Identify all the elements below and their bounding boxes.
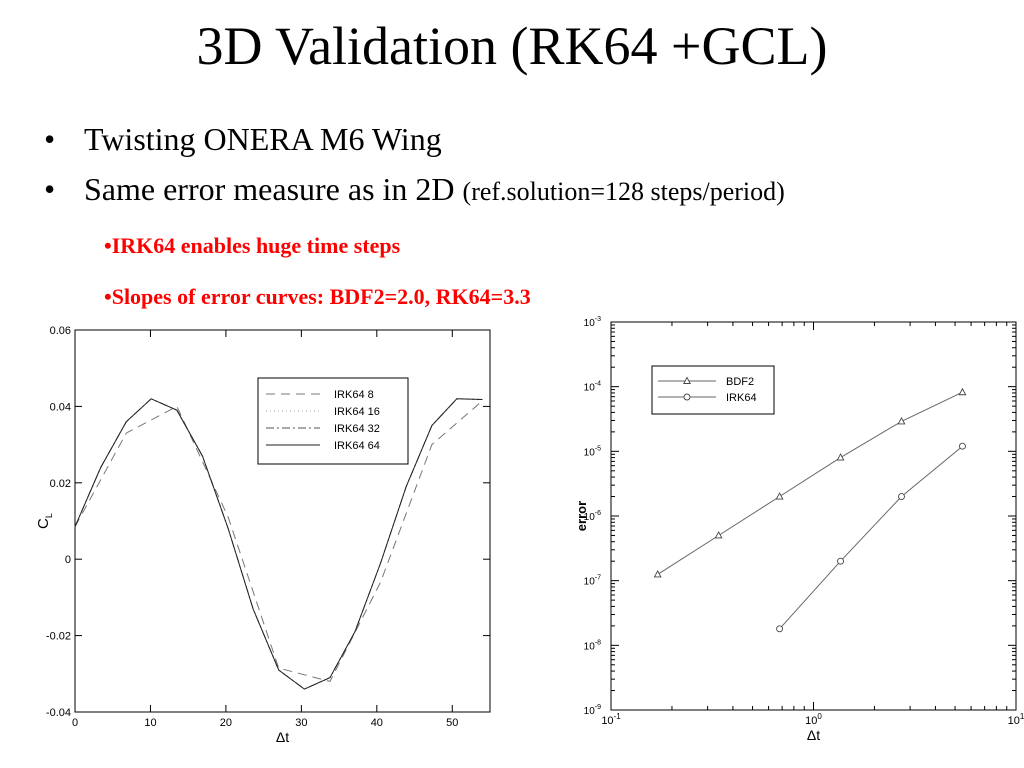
error-convergence-chart: 10-1 100 10110-910-810-710-610-510-410-3Δt… xyxy=(566,310,1024,746)
x-tick-label: 20 xyxy=(220,717,232,729)
bullet-1-text: Twisting ONERA M6 Wing xyxy=(84,121,442,157)
x-tick-label: 100 xyxy=(805,712,822,727)
legend-label: IRK64 xyxy=(726,392,757,404)
data-point xyxy=(898,418,904,424)
legend-box xyxy=(652,366,774,414)
x-tick-label: 10 xyxy=(144,717,156,729)
y-tick-label: 0.06 xyxy=(50,325,71,337)
y-axis-label: CL xyxy=(35,513,54,529)
y-tick-label: 10-4 xyxy=(584,381,601,394)
x-tick-label: 30 xyxy=(295,717,307,729)
x-axis-label: Δt xyxy=(276,729,289,745)
subbullet-1: •IRK64 enables huge time steps xyxy=(104,233,400,259)
y-tick-label: 10-9 xyxy=(584,704,601,717)
series-line xyxy=(780,446,963,629)
legend-label: IRK64 16 xyxy=(334,406,380,418)
x-tick-label: 101 xyxy=(1008,712,1024,727)
data-point xyxy=(959,443,965,449)
legend-marker xyxy=(684,394,690,400)
x-tick-label: 0 xyxy=(72,717,78,729)
bullet-marker: • xyxy=(44,120,84,158)
bullet-2-text: Same error measure as in 2D xyxy=(84,171,455,207)
data-point xyxy=(776,493,782,499)
x-axis-label: Δt xyxy=(807,727,820,743)
legend-label: IRK64 8 xyxy=(334,389,374,401)
y-tick-label: 10-3 xyxy=(584,316,601,329)
y-tick-label: -0.04 xyxy=(46,707,71,719)
y-tick-label: -0.02 xyxy=(46,631,71,643)
data-point xyxy=(837,454,843,460)
x-tick-label: 10-1 xyxy=(601,712,621,727)
y-tick-label: 10-8 xyxy=(584,639,601,652)
y-tick-label: 0.02 xyxy=(50,478,71,490)
slide-title: 3D Validation (RK64 +GCL) xyxy=(0,14,1024,78)
y-tick-label: 0 xyxy=(65,554,71,566)
data-point xyxy=(959,389,965,395)
y-tick-label: 10-7 xyxy=(584,575,601,588)
cl-history-chart: 0 10 20 30 40 50 -0.04 -0.02 0 0.02 0.04 0.06 Δt CL IR… xyxy=(30,322,508,746)
legend-label: IRK64 64 xyxy=(334,440,380,452)
bullet-1: • Twisting ONERA M6 Wing xyxy=(44,120,442,158)
y-axis-label-subscript: L xyxy=(44,513,54,518)
x-tick-label: 50 xyxy=(446,717,458,729)
bullet-2: • Same error measure as in 2D (ref.soluti… xyxy=(44,170,785,211)
y-tick-label: 0.04 xyxy=(50,401,71,413)
x-tick-label: 40 xyxy=(371,717,383,729)
data-point xyxy=(838,558,844,564)
data-point xyxy=(777,626,783,632)
legend-label: IRK64 32 xyxy=(334,423,380,435)
data-point xyxy=(715,532,721,538)
bullet-marker: • xyxy=(44,170,84,208)
legend-box xyxy=(258,378,408,464)
data-point xyxy=(899,494,905,500)
data-point xyxy=(654,571,660,577)
y-axis-label: error xyxy=(574,501,589,531)
legend-label: BDF2 xyxy=(726,376,754,388)
y-tick-label: 10-5 xyxy=(584,445,601,458)
subbullet-2: •Slopes of error curves: BDF2=2.0, RK64=… xyxy=(104,284,531,310)
bullet-2-note: (ref.solution=128 steps/period) xyxy=(463,177,785,206)
